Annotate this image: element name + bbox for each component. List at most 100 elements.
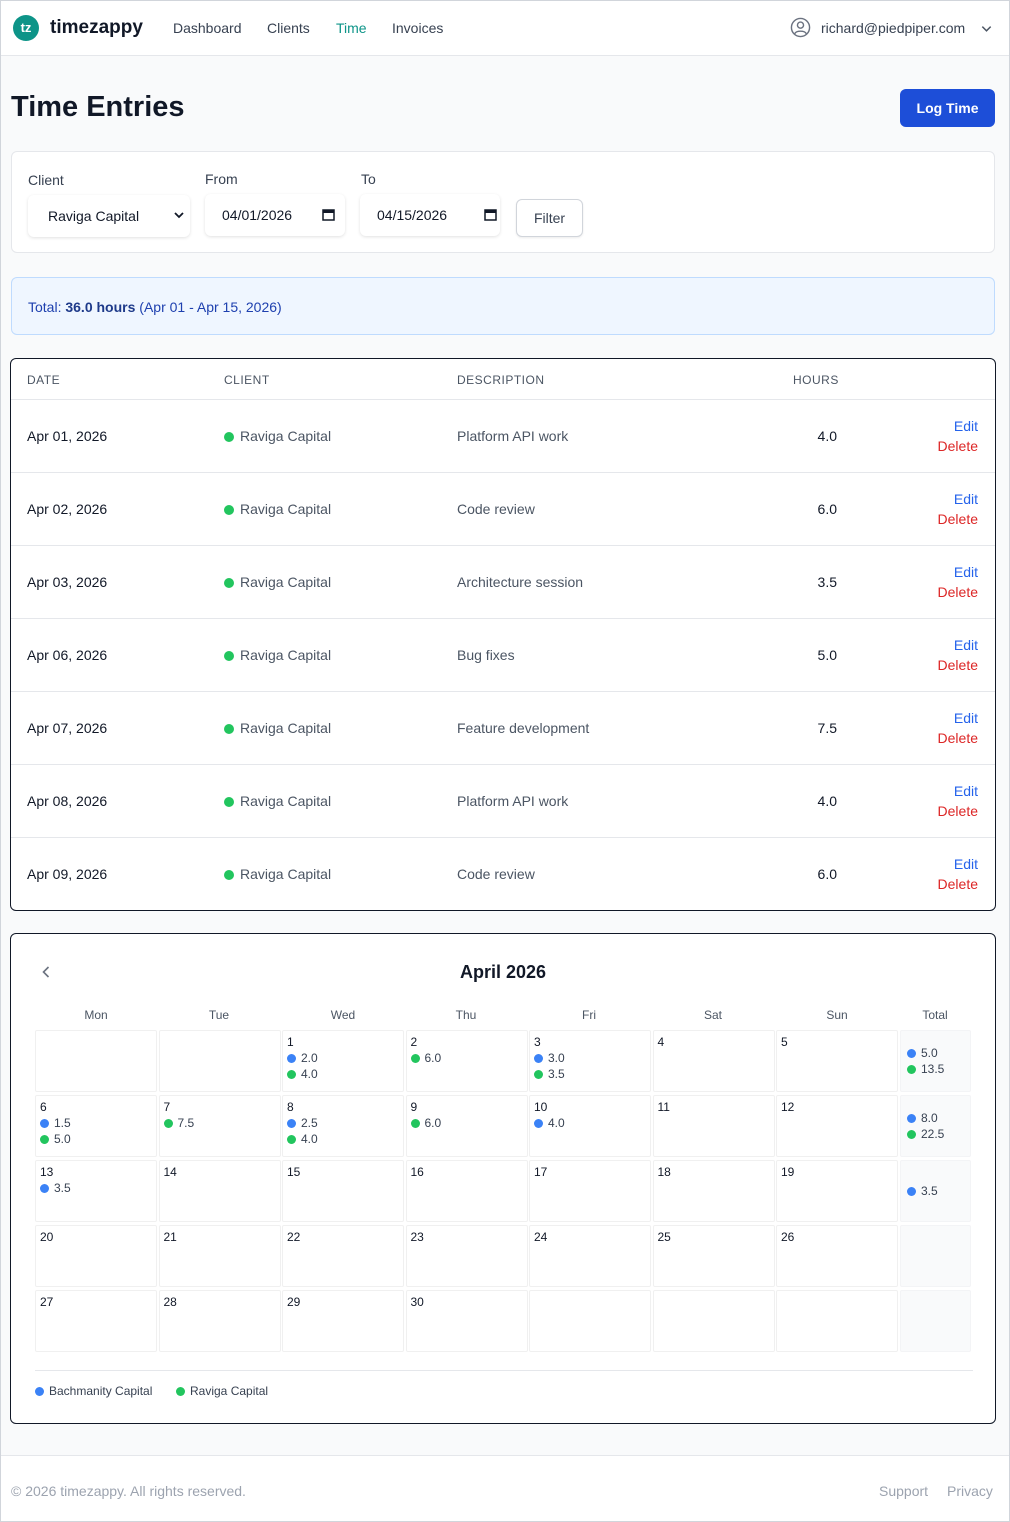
to-date-input[interactable]: 04/15/2026 xyxy=(360,194,500,236)
logo-icon[interactable]: tz xyxy=(13,15,39,41)
support-link[interactable]: Support xyxy=(879,1483,929,1499)
calendar-day[interactable]: 21 xyxy=(158,1225,281,1287)
edit-link[interactable]: Edit xyxy=(953,491,978,507)
delete-link[interactable]: Delete xyxy=(937,657,978,673)
page-title: Time Entries xyxy=(11,91,185,123)
delete-link[interactable]: Delete xyxy=(937,584,978,600)
calendar-day[interactable]: 2 6.0 xyxy=(405,1030,528,1092)
edit-link[interactable]: Edit xyxy=(953,637,978,653)
privacy-link[interactable]: Privacy xyxy=(947,1483,993,1499)
calendar-day[interactable]: 22 xyxy=(282,1225,404,1287)
nav-invoices[interactable]: Invoices xyxy=(392,20,444,36)
chevron-down-icon[interactable] xyxy=(980,22,993,35)
day-number: 8 xyxy=(287,1100,294,1114)
from-date-input[interactable]: 04/01/2026 xyxy=(205,194,345,236)
calendar-day[interactable]: 28 xyxy=(158,1290,281,1352)
delete-link[interactable]: Delete xyxy=(937,511,978,527)
calendar-day[interactable]: 17 xyxy=(529,1160,651,1222)
day-entry: 6.0 xyxy=(410,1116,441,1130)
calendar-day[interactable]: 14 xyxy=(158,1160,281,1222)
edit-link[interactable]: Edit xyxy=(953,418,978,434)
client-dot-icon xyxy=(907,1187,916,1196)
calendar-day[interactable]: 19 xyxy=(776,1160,898,1222)
entry-date: Apr 09, 2026 xyxy=(27,866,108,882)
user-email[interactable]: richard@piedpiper.com xyxy=(821,20,966,36)
day-number: 7 xyxy=(163,1100,171,1114)
footer: © 2026 timezappy. All rights reserved. S… xyxy=(1,1455,1009,1521)
calendar-day[interactable]: 8 2.5 4.0 xyxy=(282,1095,404,1157)
entry-hours: 4.0 xyxy=(301,1132,318,1146)
total-hours: 36.0 hours xyxy=(65,299,136,315)
client-dot-icon xyxy=(224,797,234,807)
entry-hours: 3.5 xyxy=(54,1181,71,1195)
calendar-day[interactable]: 15 xyxy=(282,1160,404,1222)
copyright: © 2026 timezappy. All rights reserved. xyxy=(11,1483,246,1499)
entry-client: Raviga Capital xyxy=(224,428,331,444)
calendar-day[interactable]: 25 xyxy=(652,1225,775,1287)
delete-link[interactable]: Delete xyxy=(937,803,978,819)
edit-link[interactable]: Edit xyxy=(953,710,978,726)
calendar-day[interactable]: 24 xyxy=(529,1225,651,1287)
calendar-day[interactable]: 11 xyxy=(652,1095,775,1157)
from-date-value: 04/01/2026 xyxy=(222,207,293,223)
calendar-day[interactable]: 20 xyxy=(35,1225,157,1287)
nav-time[interactable]: Time xyxy=(336,20,367,36)
chevron-left-icon[interactable] xyxy=(39,965,53,979)
client-dot-icon xyxy=(224,505,234,515)
user-circle-icon[interactable] xyxy=(790,17,811,38)
entry-client-name: Raviga Capital xyxy=(240,428,332,444)
calendar-day[interactable]: 3 3.0 3.5 xyxy=(529,1030,651,1092)
nav-clients[interactable]: Clients xyxy=(267,20,310,36)
calendar-day[interactable]: 13 3.5 xyxy=(35,1160,157,1222)
entry-hours: 6.0 xyxy=(817,501,837,517)
calendar-day[interactable]: 4 xyxy=(652,1030,775,1092)
day-number: 4 xyxy=(657,1035,665,1049)
delete-link[interactable]: Delete xyxy=(937,876,978,892)
calendar-day[interactable]: 23 xyxy=(405,1225,528,1287)
client-dot-icon xyxy=(224,870,234,880)
total-hours-banner: Total: 36.0 hours (Apr 01 - Apr 15, 2026… xyxy=(11,277,995,335)
entry-client: Raviga Capital xyxy=(224,574,331,590)
day-entry: 4.0 xyxy=(287,1067,318,1081)
delete-link[interactable]: Delete xyxy=(937,730,978,746)
client-dot-icon xyxy=(287,1119,296,1128)
calendar-day[interactable]: 27 xyxy=(35,1290,157,1352)
calendar-day[interactable]: 1 2.0 4.0 xyxy=(282,1030,404,1092)
calendar-day[interactable]: 16 xyxy=(405,1160,528,1222)
calendar-day[interactable]: 6 1.5 5.0 xyxy=(35,1095,157,1157)
calendar-day[interactable]: 29 xyxy=(282,1290,404,1352)
calendar-day[interactable]: 5 xyxy=(776,1030,898,1092)
column-header-description: DESCRIPTION xyxy=(457,373,545,387)
entry-date: Apr 07, 2026 xyxy=(27,720,108,736)
to-label: To xyxy=(361,171,376,187)
edit-link[interactable]: Edit xyxy=(953,783,978,799)
week-total-hours: 13.5 xyxy=(921,1062,945,1076)
calendar-icon[interactable] xyxy=(484,208,497,221)
calendar-day[interactable]: 12 xyxy=(776,1095,898,1157)
entry-description: Code review xyxy=(457,501,535,517)
log-time-button[interactable]: Log Time xyxy=(900,89,995,127)
entry-hours: 6.0 xyxy=(424,1051,442,1065)
calendar-day[interactable]: 7 7.5 xyxy=(158,1095,281,1157)
day-number: 2 xyxy=(410,1035,418,1049)
day-entry: 6.0 xyxy=(410,1051,442,1065)
nav-dashboard[interactable]: Dashboard xyxy=(173,20,242,36)
day-number: 20 xyxy=(40,1230,54,1244)
calendar-day[interactable]: 18 xyxy=(652,1160,775,1222)
calendar-day[interactable]: 10 4.0 xyxy=(529,1095,651,1157)
entry-description: Feature development xyxy=(457,720,590,736)
calendar-day xyxy=(776,1290,898,1352)
brand-name[interactable]: timezappy xyxy=(50,17,143,38)
calendar-day[interactable]: 30 xyxy=(405,1290,528,1352)
filter-button[interactable]: Filter xyxy=(516,199,583,237)
calendar-day[interactable]: 26 xyxy=(776,1225,898,1287)
edit-link[interactable]: Edit xyxy=(953,564,978,580)
edit-link[interactable]: Edit xyxy=(953,856,978,872)
delete-link[interactable]: Delete xyxy=(937,438,978,454)
week-total-entry: 8.0 xyxy=(907,1111,938,1125)
day-entry: 3.5 xyxy=(40,1181,71,1195)
calendar-icon[interactable] xyxy=(322,208,335,221)
calendar-day[interactable]: 9 6.0 xyxy=(405,1095,528,1157)
client-select[interactable]: Raviga Capital xyxy=(28,195,190,237)
legend-item-bachmanity: Bachmanity Capital xyxy=(35,1384,152,1398)
